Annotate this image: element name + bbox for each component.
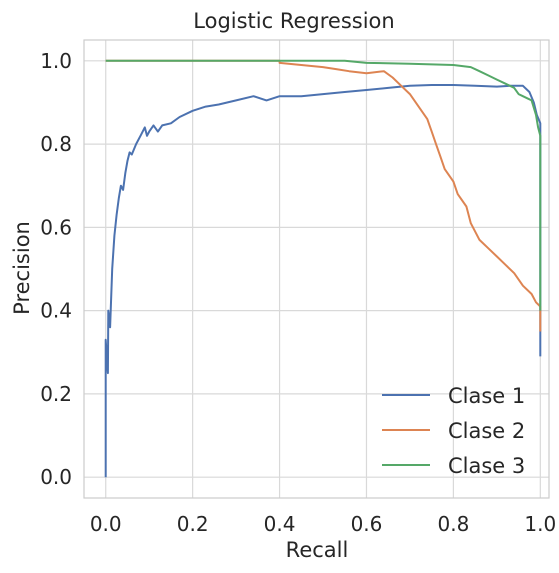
y-tick-label: 0.0 — [40, 465, 72, 489]
series-line-clase-3 — [105, 59, 542, 311]
series-line-clase-2 — [105, 59, 542, 332]
y-tick-label: 0.6 — [40, 215, 72, 239]
x-tick-label: 0.4 — [264, 512, 296, 536]
x-tick-label: 0.6 — [351, 512, 383, 536]
series-line-clase-1 — [104, 84, 542, 478]
plot-frame — [83, 39, 550, 499]
legend-label: Clase 2 — [448, 419, 525, 443]
legend-label: Clase 1 — [448, 384, 525, 408]
x-tick-label: 1.0 — [524, 512, 556, 536]
y-tick-label: 0.8 — [40, 132, 72, 156]
chart-title: Logistic Regression — [193, 9, 394, 33]
series-layer — [104, 59, 542, 478]
legend: Clase 1 Clase 2 Clase 3 — [382, 384, 525, 478]
x-axis-label: Recall — [286, 538, 349, 562]
legend-label: Clase 3 — [448, 454, 525, 478]
y-axis-ticks: 0.0 0.2 0.4 0.6 0.8 1.0 — [40, 49, 72, 489]
y-axis-label: Precision — [10, 221, 34, 315]
x-tick-label: 0.2 — [177, 512, 209, 536]
x-axis-ticks: 0.0 0.2 0.4 0.6 0.8 1.0 — [90, 512, 556, 536]
x-tick-label: 0.0 — [90, 512, 122, 536]
x-tick-label: 0.8 — [437, 512, 469, 536]
y-tick-label: 0.2 — [40, 382, 72, 406]
y-tick-label: 0.4 — [40, 299, 72, 323]
y-tick-label: 1.0 — [40, 49, 72, 73]
